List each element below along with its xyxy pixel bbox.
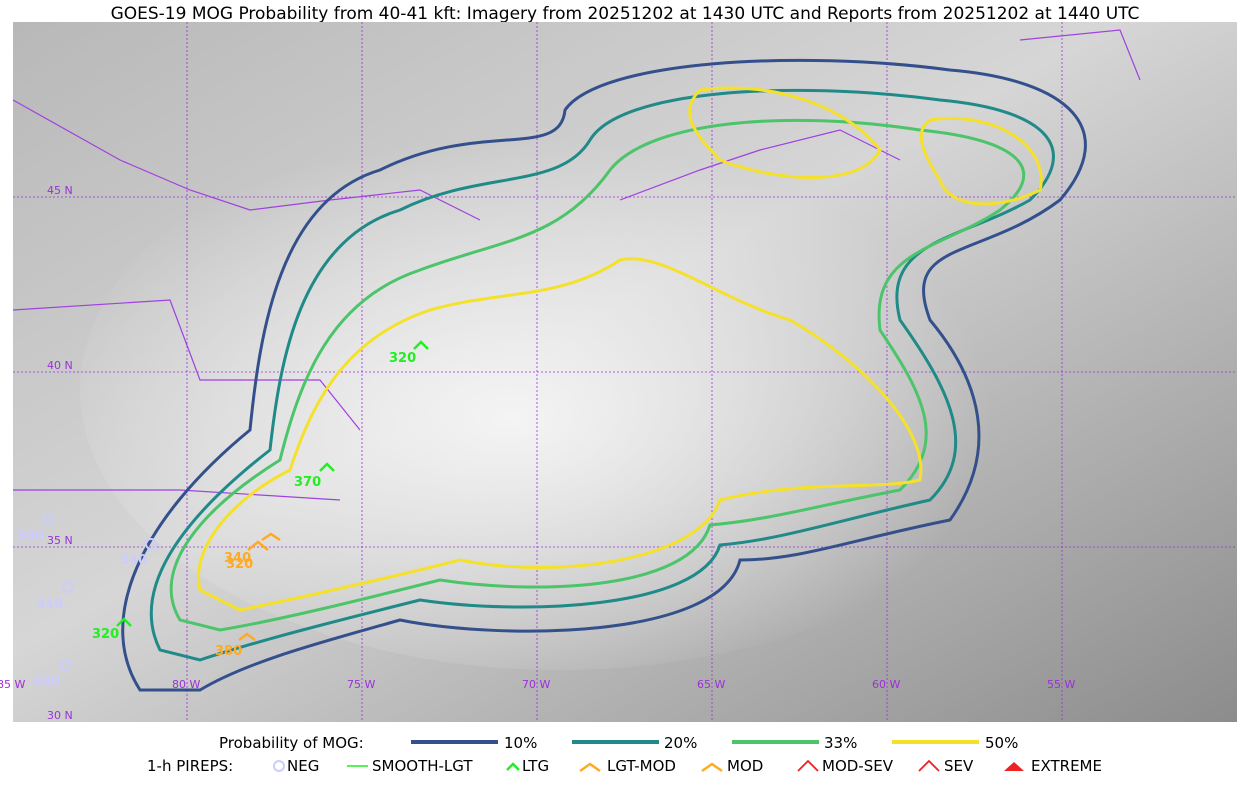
- legend-label: 33%: [824, 734, 857, 752]
- report-label: 320: [389, 351, 416, 366]
- report-label: 340: [120, 553, 147, 568]
- legend-label: NEG: [287, 757, 319, 775]
- report-label: 370: [294, 475, 321, 490]
- report-label: 340: [224, 551, 251, 566]
- report-label: 300: [17, 529, 44, 544]
- legend-label: 50%: [985, 734, 1018, 752]
- legend-label: MOD: [727, 757, 763, 775]
- lon-label: 70 W: [522, 678, 550, 691]
- legend-label: 20%: [664, 734, 697, 752]
- lon-label: 75 W: [347, 678, 375, 691]
- legend: Probability of MOG: 10% 20% 33% 50% 1-h …: [147, 734, 1102, 775]
- map: 45 N 40 N 35 N 30 N 85 W 80 W 75 W 70 W …: [0, 22, 1237, 722]
- lon-label: 85 W: [0, 678, 25, 691]
- mod-markers: [238, 532, 281, 641]
- report-label: 340: [36, 597, 63, 612]
- lat-label: 40 N: [47, 359, 73, 372]
- legend-label: MOD-SEV: [822, 757, 894, 775]
- legend-label: 10%: [504, 734, 537, 752]
- ltg-markers: [116, 340, 429, 627]
- coastlines: [12, 29, 1141, 501]
- lat-label: 35 N: [47, 534, 73, 547]
- contour-50: [197, 86, 1043, 612]
- lon-label: 55 W: [1047, 678, 1075, 691]
- legend-label: EXTREME: [1031, 757, 1102, 775]
- report-label: 320: [92, 627, 119, 642]
- report-label: 320: [226, 557, 253, 572]
- lon-label: 60 W: [872, 678, 900, 691]
- neg-markers: [42, 513, 157, 671]
- lon-label: 65 W: [697, 678, 725, 691]
- contour-10: [121, 58, 1087, 692]
- legend-label: SMOOTH-LGT: [372, 757, 473, 775]
- title: GOES-19 MOG Probability from 40-41 kft: …: [111, 4, 1140, 24]
- report-label: 380: [215, 644, 242, 659]
- grid: [13, 22, 1237, 722]
- legend-title: Probability of MOG:: [219, 734, 364, 752]
- legend-label: LGT-MOD: [607, 757, 676, 775]
- lat-label: 30 N: [47, 709, 73, 722]
- reports: 300 340 340 400 320 320 370 340 320 380: [17, 340, 429, 690]
- grid-labels: 45 N 40 N 35 N 30 N 85 W 80 W 75 W 70 W …: [0, 184, 1075, 722]
- lat-label: 45 N: [47, 184, 73, 197]
- legend-label: SEV: [944, 757, 974, 775]
- report-label: 400: [33, 675, 60, 690]
- legend-title: 1-h PIREPS:: [147, 757, 233, 775]
- lon-label: 80 W: [172, 678, 200, 691]
- legend-label: LTG: [522, 757, 549, 775]
